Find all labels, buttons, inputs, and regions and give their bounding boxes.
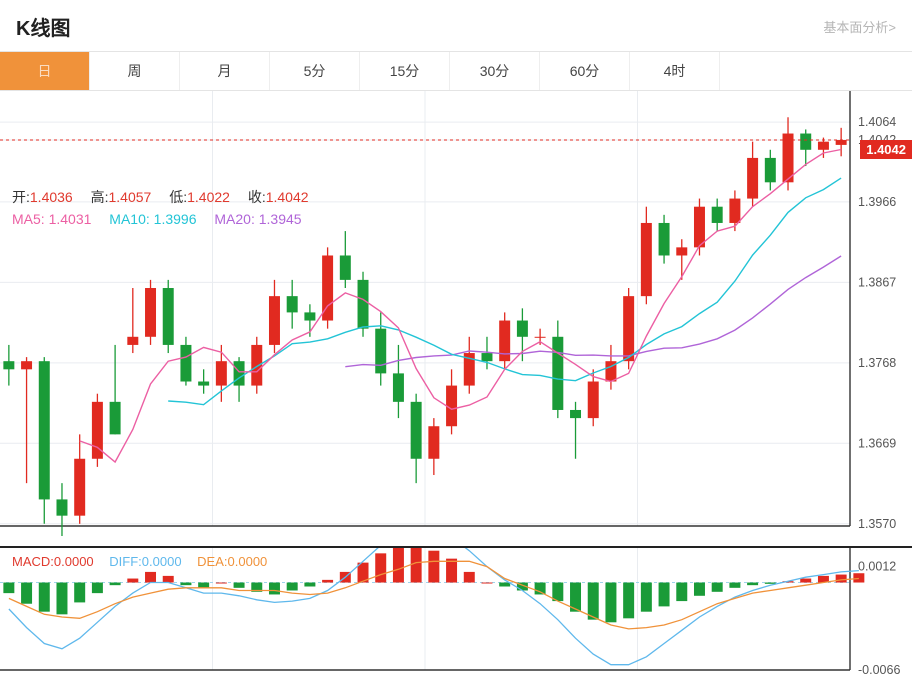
- tab-30min[interactable]: 30分: [450, 52, 540, 90]
- svg-text:1.3966: 1.3966: [858, 195, 896, 209]
- svg-text:1.3768: 1.3768: [858, 356, 896, 370]
- tab-5min[interactable]: 5分: [270, 52, 360, 90]
- moving-average-info-line: MA5: 1.4031 MA10: 1.3996 MA20: 1.3945: [12, 208, 302, 230]
- tab-4hour[interactable]: 4时: [630, 52, 720, 90]
- ohlc-info-line: 开:1.4036 高:1.4057 低:1.4022 收:1.4042: [12, 186, 323, 208]
- fundamental-analysis-link[interactable]: 基本面分析>: [823, 17, 896, 36]
- tab-month[interactable]: 月: [180, 52, 270, 90]
- page-title: K线图: [16, 12, 70, 41]
- period-tabs: 日 周 月 5分 15分 30分 60分 4时: [0, 52, 912, 91]
- svg-text:1.3669: 1.3669: [858, 436, 896, 450]
- macd-panel[interactable]: MACD:0.0000 DIFF:0.0000 DEA:0.0000 0.001…: [0, 546, 912, 680]
- svg-text:1.3867: 1.3867: [858, 275, 896, 289]
- tab-week[interactable]: 周: [90, 52, 180, 90]
- candlestick-chart-area[interactable]: 开:1.4036 高:1.4057 低:1.4022 收:1.4042 MA5:…: [0, 91, 912, 546]
- macd-legend: MACD:0.0000 DIFF:0.0000 DEA:0.0000: [12, 554, 267, 569]
- svg-text:0.0012: 0.0012: [858, 560, 896, 574]
- current-price-tag: 1.4042: [860, 140, 912, 159]
- candlestick-svg[interactable]: 1.4064 1.4042 1.3966 1.3867 1.3768 1.3669 1.35…: [0, 91, 912, 546]
- tab-15min[interactable]: 15分: [360, 52, 450, 90]
- title-bar: K线图 基本面分析>: [0, 0, 912, 52]
- svg-text:1.3570: 1.3570: [858, 517, 896, 531]
- svg-text:-0.0066: -0.0066: [858, 663, 900, 677]
- svg-text:1.4064: 1.4064: [858, 115, 896, 129]
- tab-60min[interactable]: 60分: [540, 52, 630, 90]
- tab-day[interactable]: 日: [0, 52, 90, 90]
